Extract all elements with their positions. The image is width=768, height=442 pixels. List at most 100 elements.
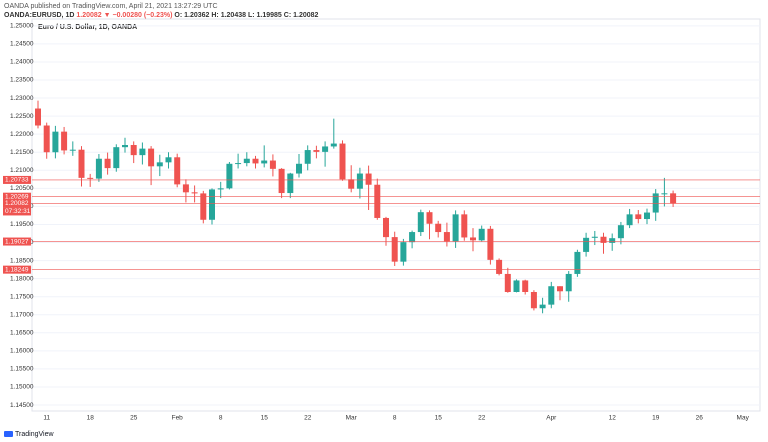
- candle-body: [461, 214, 468, 238]
- candle-body: [148, 148, 155, 167]
- candle-body: [600, 236, 607, 243]
- candle-body: [200, 193, 207, 220]
- y-tick-label: 1.15000: [10, 384, 34, 391]
- candle-body: [635, 214, 642, 220]
- candle-body: [478, 228, 485, 241]
- logo: TradingView: [4, 431, 54, 438]
- y-tick-label: 1.21500: [10, 149, 34, 156]
- candle-body: [95, 158, 102, 179]
- candle-body: [409, 232, 416, 243]
- candle-body: [287, 173, 294, 194]
- y-tick-label: 1.15500: [10, 366, 34, 373]
- ticker-line: OANDA:EURUSD, 1D 1.20082 ▼ −0.00280 (−0.…: [4, 12, 319, 19]
- countdown-bg: [3, 207, 31, 216]
- open: O: 1.20362: [174, 12, 209, 19]
- candle-body: [296, 163, 302, 174]
- candle-body: [339, 143, 346, 180]
- price: 1.20082: [76, 12, 101, 19]
- x-tick-label: 8: [393, 415, 397, 422]
- symbol: OANDA:EURUSD, 1D: [4, 12, 74, 19]
- candle-body: [156, 162, 163, 167]
- candle-body: [165, 157, 172, 163]
- candle-body: [661, 193, 668, 195]
- candle-body: [391, 237, 398, 262]
- x-tick-label: 22: [478, 415, 486, 422]
- y-tick-label: 1.19500: [10, 221, 34, 228]
- candle-body: [139, 148, 146, 156]
- x-tick-label: 12: [609, 415, 617, 422]
- y-tick-label: 1.16000: [10, 348, 34, 355]
- candle-body: [626, 214, 633, 226]
- candle-body: [548, 286, 555, 305]
- candle-body: [539, 304, 546, 309]
- candle-body: [487, 228, 494, 260]
- candle-body: [182, 184, 189, 193]
- price-label: 1.19027: [5, 238, 29, 245]
- candle-body: [304, 150, 311, 164]
- candle-body: [104, 158, 111, 169]
- x-tick-label: May: [737, 415, 750, 422]
- candle-body: [496, 259, 503, 274]
- candle-body: [609, 238, 616, 243]
- candle-body: [565, 273, 572, 292]
- price-label-bg: [3, 199, 31, 208]
- candle-body: [400, 242, 407, 262]
- candle-body: [374, 184, 381, 218]
- y-tick-label: 1.20500: [10, 185, 34, 192]
- y-tick-label: 1.23500: [10, 77, 34, 84]
- x-tick-label: 8: [219, 415, 223, 422]
- x-tick-label: 19: [652, 415, 660, 422]
- price-label: 1.20269: [5, 193, 29, 200]
- candle-body: [557, 286, 563, 292]
- candle-body: [61, 131, 68, 151]
- candle-body: [235, 163, 242, 165]
- candle-body: [365, 173, 372, 185]
- close: C: 1.20082: [284, 12, 319, 19]
- low: L: 1.19985: [248, 12, 282, 19]
- y-tick-label: 1.17500: [10, 293, 34, 300]
- candle-body: [217, 188, 224, 190]
- candle-body: [452, 214, 459, 242]
- x-tick-label: 15: [435, 415, 443, 422]
- candle-body: [52, 131, 59, 153]
- candle-body: [278, 168, 285, 194]
- candle-body: [122, 145, 128, 148]
- y-tick-label: 1.18000: [10, 275, 34, 282]
- candle-body: [348, 179, 355, 189]
- candle-body: [670, 193, 677, 204]
- y-tick-label: 1.24500: [10, 41, 34, 48]
- plot-frame: [31, 18, 761, 412]
- candle-body: [226, 163, 233, 189]
- candle-body: [330, 143, 337, 147]
- x-tick-label: 22: [304, 415, 312, 422]
- price-label-bg: [3, 265, 31, 274]
- candle-body: [313, 150, 320, 152]
- candle-body: [130, 145, 137, 156]
- x-tick-label: Feb: [172, 415, 184, 422]
- logo-icon: [4, 431, 13, 437]
- x-tick-label: Mar: [346, 415, 358, 422]
- candle-body: [417, 212, 424, 233]
- y-tick-label: 1.14500: [10, 402, 34, 409]
- candle-body: [383, 217, 389, 238]
- candle-body: [174, 157, 181, 185]
- candle-body: [583, 237, 590, 252]
- price-label: 1.20733: [5, 177, 29, 184]
- candle-body: [87, 177, 94, 179]
- price-label-bg: [3, 237, 31, 246]
- price-label-bg: [3, 192, 31, 201]
- candle-body: [69, 149, 76, 151]
- x-tick-label: 18: [87, 415, 95, 422]
- price-label-bg: [3, 175, 31, 184]
- x-tick-label: 15: [261, 415, 269, 422]
- x-tick-label: 11: [43, 415, 50, 422]
- candle-body: [504, 273, 511, 292]
- y-tick-label: 1.23000: [10, 95, 34, 102]
- candle-body: [426, 212, 433, 224]
- y-tick-label: 1.22500: [10, 113, 34, 120]
- candle-body: [435, 223, 442, 233]
- y-tick-label: 1.22000: [10, 131, 34, 138]
- candle-body: [191, 192, 198, 194]
- candle-body: [652, 193, 659, 213]
